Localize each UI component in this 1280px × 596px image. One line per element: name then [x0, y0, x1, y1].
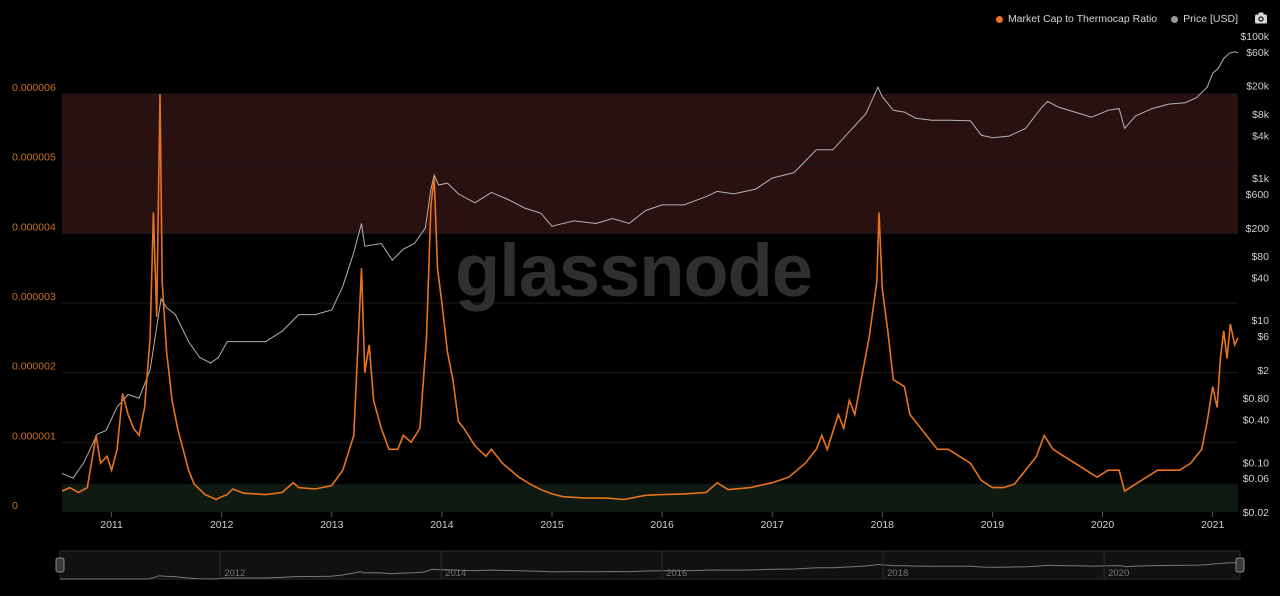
watermark-logo: glassnode: [455, 229, 813, 312]
x-tick-label: 2011: [100, 519, 123, 531]
x-tick-label: 2020: [1091, 519, 1115, 531]
plot-area: [61, 51, 1239, 501]
legend-item-price[interactable]: Price [USD]: [1171, 13, 1238, 25]
right-tick-label: $10: [1251, 315, 1269, 327]
legend-price-dot-icon: [1171, 15, 1179, 23]
x-tick-label: 2016: [650, 519, 674, 531]
left-tick-label: 0.000005: [12, 152, 56, 164]
x-tick-label: 2015: [540, 519, 564, 531]
right-tick-label: $0.10: [1243, 457, 1269, 469]
right-tick-label: $40: [1251, 272, 1269, 284]
left-tick-label: 0.000002: [12, 361, 56, 373]
right-tick-label: $6: [1257, 331, 1269, 343]
left-tick-label: 0.000003: [12, 291, 56, 303]
legend-ratio-dot-icon: [995, 15, 1003, 23]
camera-icon[interactable]: [1254, 11, 1268, 25]
gridlines: [62, 93, 1238, 443]
right-tick-label: $0.80: [1243, 393, 1269, 405]
right-tick-label: $80: [1251, 251, 1269, 263]
navigator-label: 2016: [666, 568, 687, 579]
right-tick-label: $20k: [1246, 81, 1270, 93]
legend: Market Cap to Thermocap Ratio Price [USD…: [995, 13, 1238, 25]
left-tick-label: 0.000006: [12, 82, 56, 94]
right-tick-label: $2: [1257, 365, 1269, 377]
right-tick-label: $0.40: [1243, 415, 1269, 427]
right-tick-label: $8k: [1252, 109, 1270, 121]
right-tick-label: $100k: [1240, 31, 1269, 43]
x-tick-label: 2012: [210, 519, 234, 531]
navigator: 2012 2014 2016 2018 2020: [55, 550, 1245, 580]
x-tick-label: 2017: [761, 519, 785, 531]
right-tick-label: $1k: [1252, 173, 1270, 185]
right-tick-label: $0.06: [1243, 473, 1269, 485]
legend-price-label: Price [USD]: [1183, 13, 1238, 25]
right-tick-label: $0.02: [1243, 507, 1269, 519]
legend-item-ratio[interactable]: Market Cap to Thermocap Ratio: [995, 13, 1158, 25]
navigator-label: 2018: [887, 568, 908, 579]
x-tick-label: 2021: [1201, 519, 1225, 531]
right-tick-label: $4k: [1252, 130, 1270, 142]
x-tick-label: 2013: [320, 519, 344, 531]
x-tick-label: 2014: [430, 519, 454, 531]
left-tick-label: 0.000004: [12, 221, 56, 233]
navigator-handle-right[interactable]: [1235, 557, 1245, 573]
navigator-label: 2020: [1108, 568, 1129, 579]
left-tick-label: 0: [12, 500, 18, 512]
navigator-line: [60, 562, 1241, 580]
right-tick-label: $60k: [1246, 47, 1270, 59]
navigator-label: 2012: [224, 568, 245, 579]
left-tick-label: 0.000001: [12, 430, 56, 442]
right-axis: $100k $60k $20k $8k $4k $1k $600 $200 $80 $40 $10 $…: [1240, 31, 1269, 519]
right-tick-label: $200: [1246, 223, 1270, 235]
left-axis: 0 0.000001 0.000002 0.000003 0.000004 0.00000…: [12, 82, 56, 512]
legend-ratio-label: Market Cap to Thermocap Ratio: [1007, 13, 1158, 25]
x-tick-label: 2018: [871, 519, 895, 531]
right-tick-label: $600: [1246, 189, 1270, 201]
x-tick-label: 2019: [981, 519, 1005, 531]
series-price-line: [61, 51, 1239, 479]
band-lower: [62, 484, 1238, 512]
navigator-label: 2014: [445, 568, 466, 579]
x-axis: 2011 2012 2013 2014 2015 2016 2017 2018 2019 2020…: [100, 512, 1225, 531]
navigator-handle-left[interactable]: [55, 557, 65, 573]
series-ratio-line: [61, 93, 1239, 501]
